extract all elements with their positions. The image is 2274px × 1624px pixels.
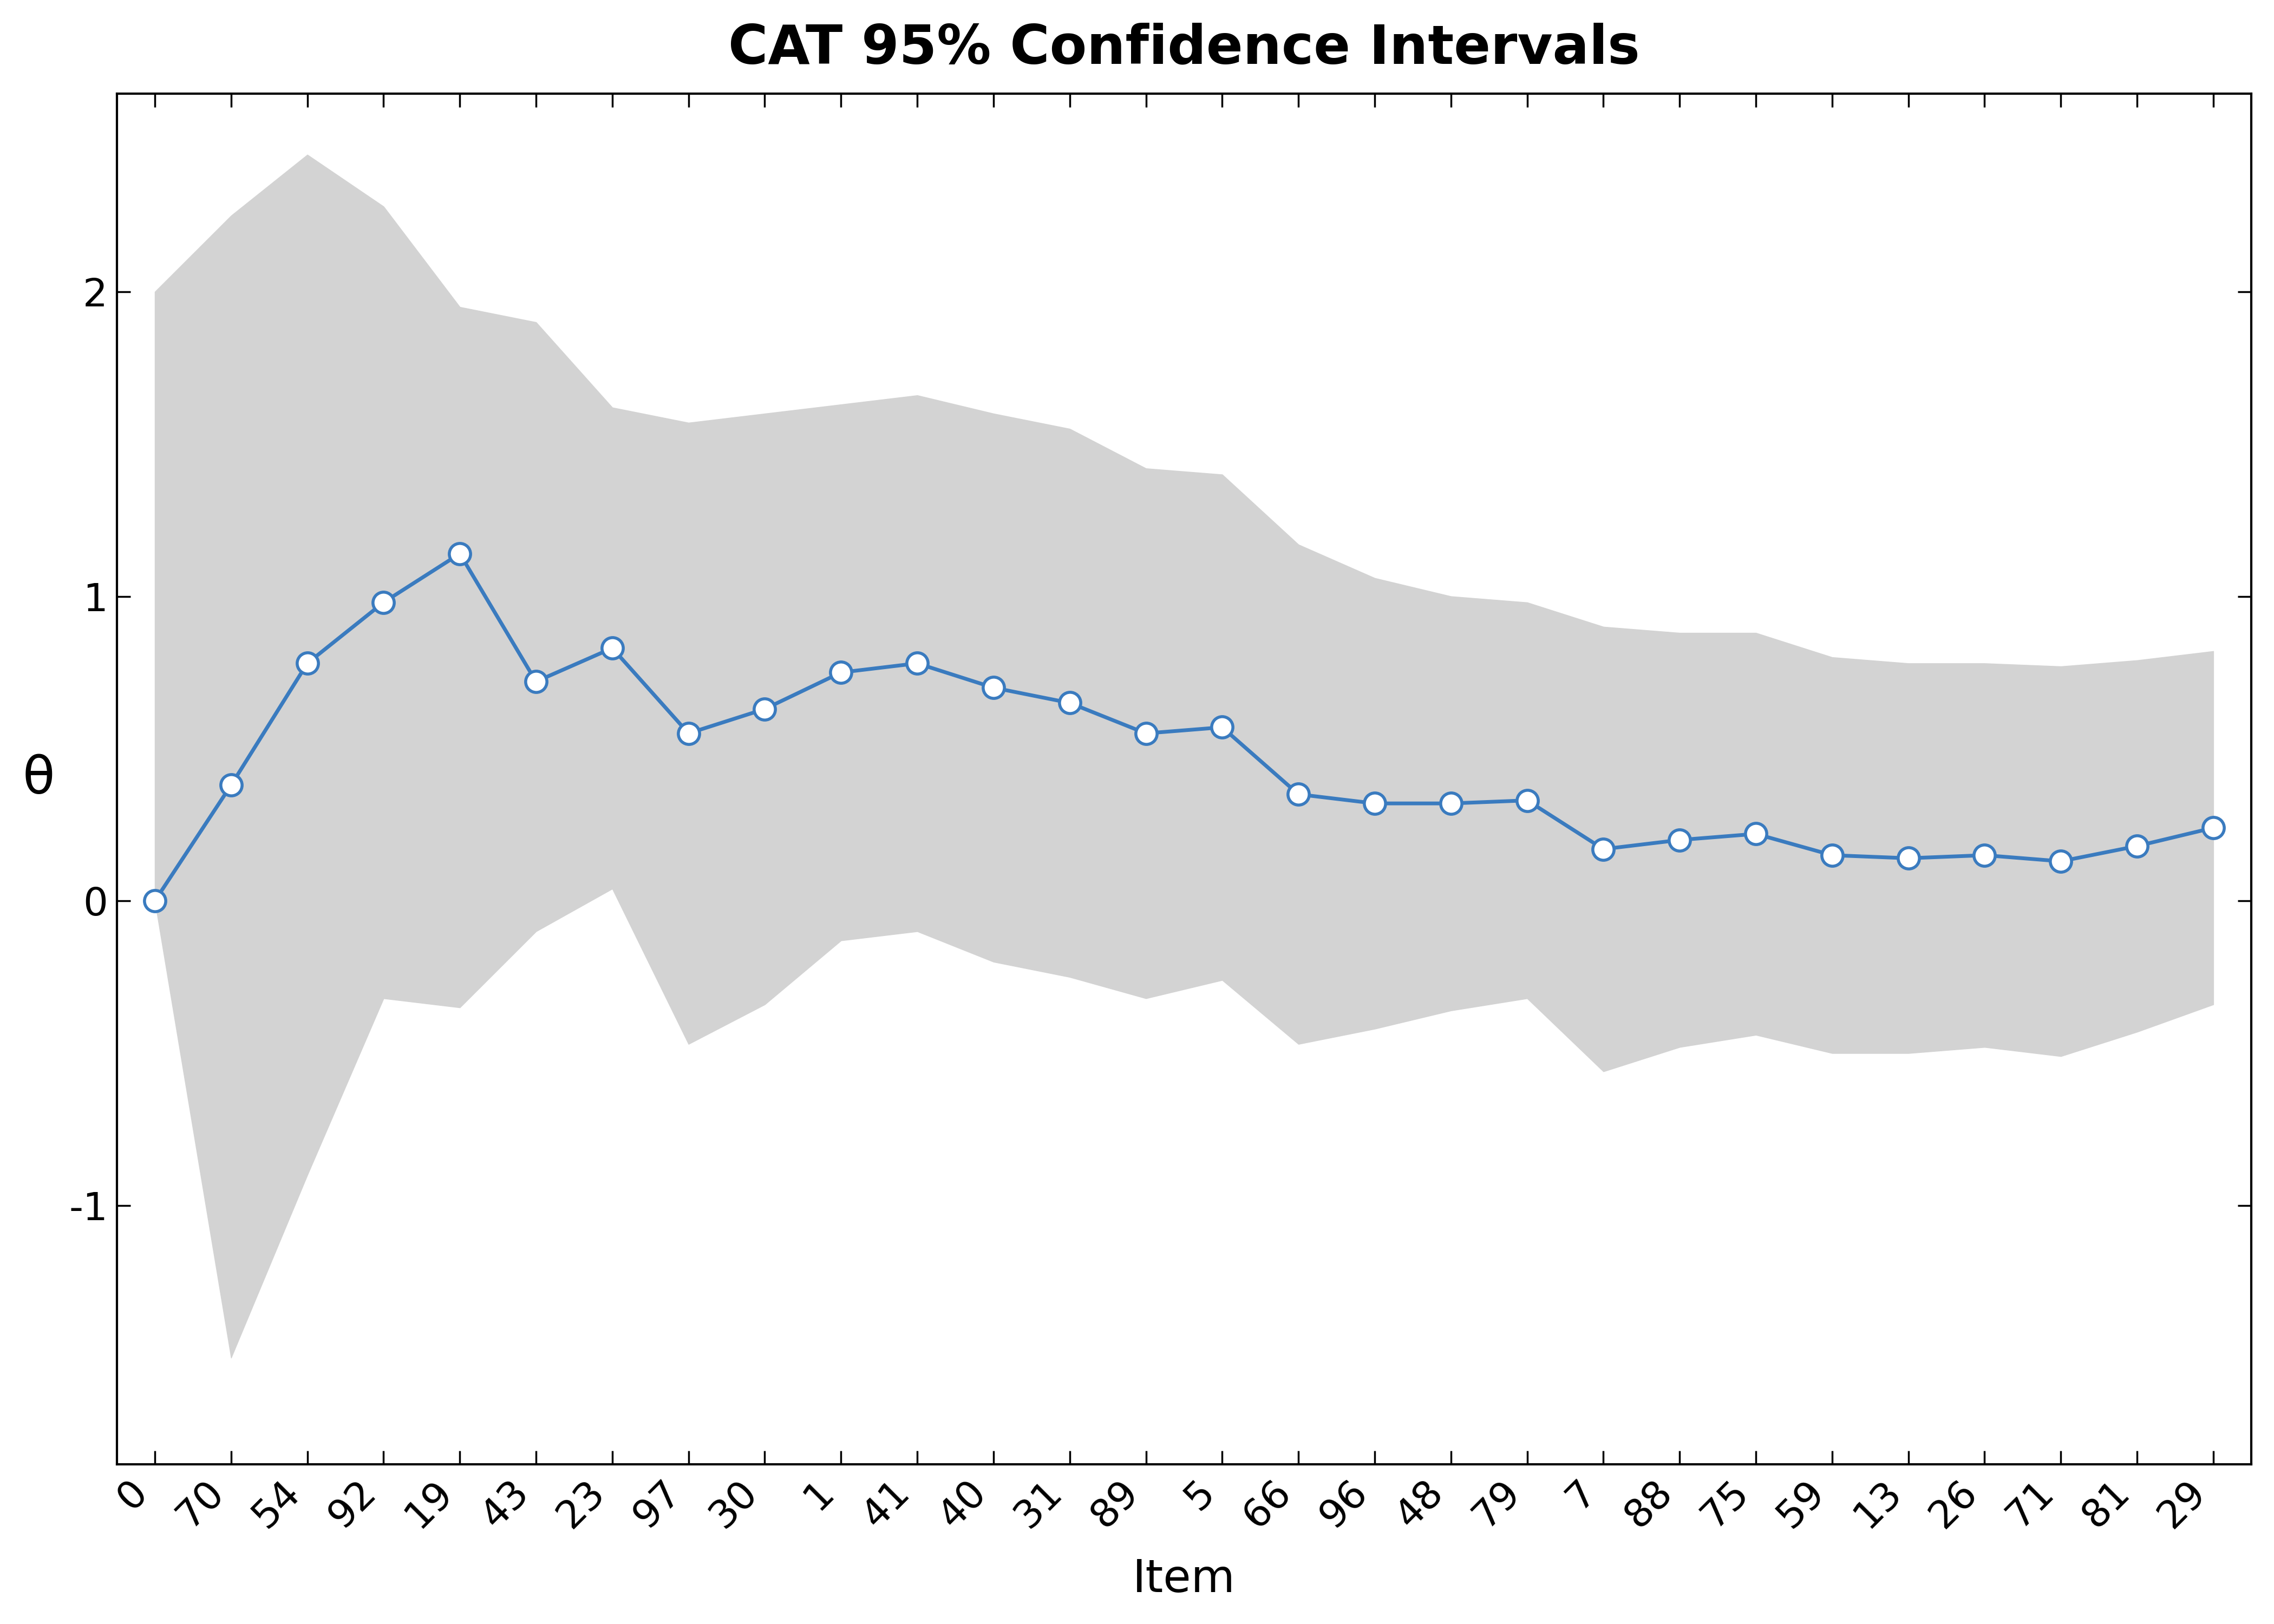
Point (898, 650, 935, 676)
Point (136, 888, 173, 914)
Point (1737, 820, 1774, 846)
Point (214, 771, 250, 797)
Point (2042, 848, 2078, 874)
Point (1662, 827, 1699, 853)
Point (1890, 844, 1926, 870)
Point (1358, 791, 1394, 817)
Point (1051, 690, 1087, 716)
Title: CAT 95% Confidence Intervals: CAT 95% Confidence Intervals (728, 23, 1640, 75)
Point (1815, 843, 1851, 869)
Point (976, 674, 1012, 700)
Point (366, 590, 402, 615)
Point (1510, 788, 1546, 814)
Point (671, 721, 707, 747)
Y-axis label: θ: θ (23, 754, 55, 804)
Point (2119, 833, 2156, 859)
Point (289, 650, 325, 676)
Point (1585, 836, 1621, 862)
Point (594, 635, 630, 661)
Point (1203, 715, 1239, 741)
Point (746, 697, 782, 723)
Point (518, 669, 555, 695)
Point (1433, 791, 1469, 817)
Point (1967, 843, 2003, 869)
Point (823, 659, 860, 685)
Point (441, 541, 478, 567)
Point (2194, 815, 2231, 841)
X-axis label: Item: Item (1132, 1557, 1235, 1601)
Point (1280, 781, 1317, 807)
Point (1128, 721, 1164, 747)
